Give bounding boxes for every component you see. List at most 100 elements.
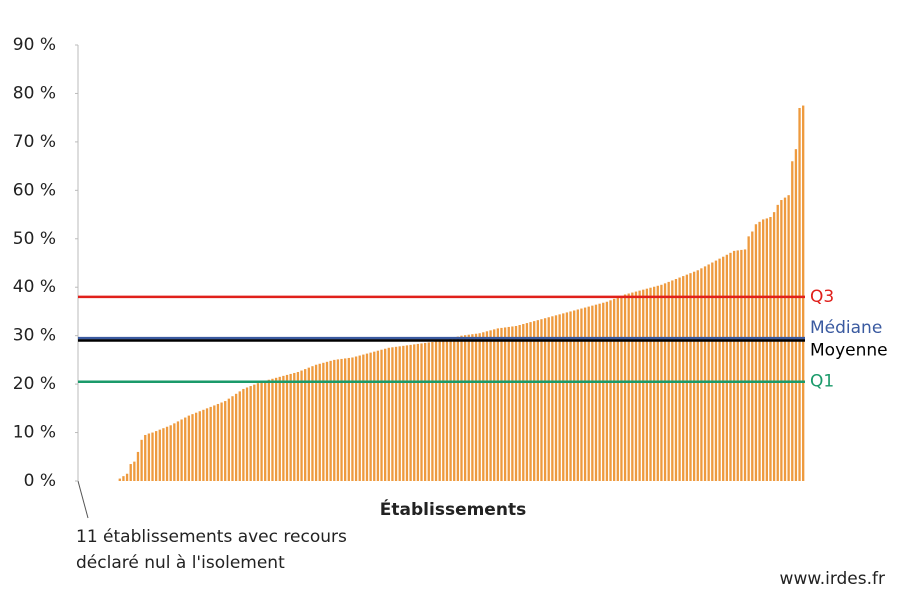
bar — [224, 401, 227, 481]
bar — [398, 346, 401, 481]
bar — [551, 316, 554, 481]
bar — [373, 351, 376, 481]
bar — [540, 319, 543, 481]
bar — [554, 315, 558, 481]
bar — [587, 306, 590, 481]
bar — [358, 355, 361, 481]
bar — [129, 464, 132, 481]
reference-label: Médiane — [810, 318, 882, 338]
bar — [125, 473, 129, 481]
bar — [583, 307, 587, 481]
bar — [776, 204, 779, 481]
bar — [493, 329, 496, 481]
bar — [463, 335, 467, 481]
bar — [245, 387, 249, 481]
bar — [623, 294, 627, 481]
bar — [580, 308, 583, 481]
bar — [431, 341, 434, 481]
bar — [176, 421, 180, 481]
bar — [591, 305, 594, 481]
bar — [216, 403, 220, 481]
bar — [304, 369, 307, 481]
y-tick-label: 50 % — [13, 229, 56, 249]
bar — [740, 249, 743, 481]
bar — [743, 249, 747, 481]
bar — [307, 367, 310, 481]
bar — [213, 405, 216, 481]
bar — [173, 423, 176, 481]
bar — [420, 343, 423, 481]
bar — [649, 287, 652, 481]
annotation-leader — [77, 480, 89, 519]
bar — [344, 358, 347, 481]
bar — [154, 431, 158, 481]
bar — [187, 415, 191, 481]
bar — [158, 429, 161, 481]
y-tick-label: 80 % — [13, 83, 56, 103]
bar — [329, 360, 332, 481]
bar — [609, 300, 612, 481]
bar — [729, 252, 732, 481]
bar — [249, 386, 252, 481]
bar — [602, 302, 605, 481]
bar — [794, 149, 798, 481]
bar — [351, 357, 354, 481]
bar — [234, 393, 238, 481]
bar — [689, 273, 692, 481]
y-tick-label: 40 % — [13, 277, 56, 297]
bar — [318, 363, 321, 481]
bar — [478, 333, 481, 481]
bar — [380, 349, 383, 481]
bar — [285, 374, 289, 481]
bar — [802, 105, 805, 482]
bar — [122, 476, 125, 481]
bar — [354, 356, 358, 481]
bar — [365, 353, 369, 481]
bar — [569, 311, 572, 481]
bar — [474, 333, 478, 481]
bar — [482, 332, 485, 481]
bar — [402, 345, 405, 481]
bar — [347, 357, 350, 481]
bar — [765, 218, 768, 482]
bar — [711, 262, 714, 481]
bar — [136, 451, 140, 481]
bar — [707, 264, 710, 481]
bar — [751, 231, 754, 481]
bar — [638, 290, 641, 481]
bar — [198, 411, 201, 481]
bar — [409, 344, 412, 481]
bar — [758, 221, 761, 482]
annotation: déclaré nul à l'isolement — [76, 553, 285, 573]
bar — [151, 432, 154, 481]
bar — [525, 323, 529, 481]
bar — [736, 250, 739, 481]
bar — [747, 236, 750, 481]
bar — [133, 461, 136, 481]
bar — [616, 297, 619, 481]
x-axis-title: Établissements — [380, 498, 526, 520]
bar — [511, 326, 514, 481]
bar — [413, 344, 416, 481]
bar — [620, 295, 623, 481]
bar — [405, 345, 409, 481]
bar — [423, 342, 427, 481]
bar — [503, 327, 507, 481]
bar — [518, 325, 521, 481]
y-tick-label: 70 % — [13, 132, 56, 152]
bar — [536, 320, 539, 481]
bar — [220, 402, 223, 481]
bar — [140, 439, 143, 481]
bar — [642, 289, 645, 481]
bar — [165, 426, 169, 481]
bar — [289, 373, 292, 481]
bar — [453, 337, 456, 481]
bar — [634, 291, 638, 481]
bar — [562, 313, 565, 481]
bar — [391, 347, 394, 481]
bar — [434, 341, 438, 481]
bar — [725, 254, 729, 481]
bar — [507, 326, 510, 481]
bar — [627, 293, 630, 481]
bar — [696, 270, 699, 481]
